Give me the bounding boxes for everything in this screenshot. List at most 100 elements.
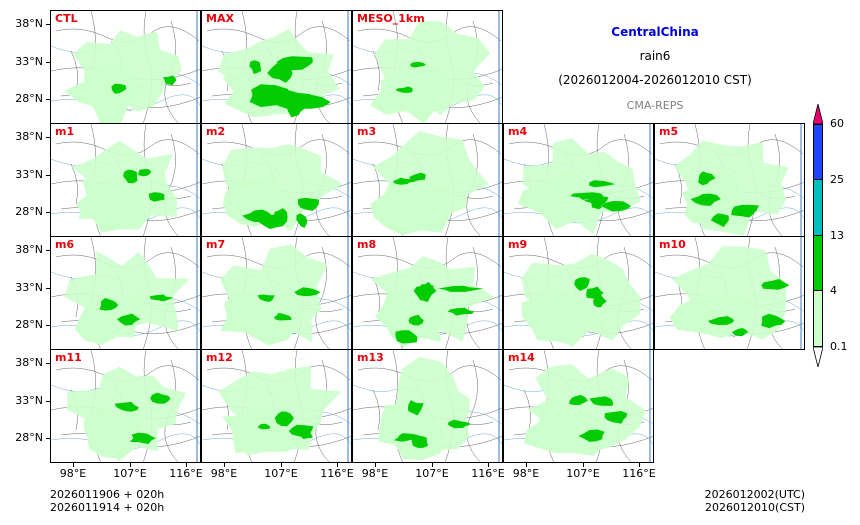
latitude-tick — [46, 24, 50, 25]
panel-label: m2 — [206, 125, 226, 138]
panel-label: m5 — [659, 125, 679, 138]
panel-m3: m3 — [352, 123, 503, 237]
panel-label: m13 — [357, 351, 384, 364]
precipitation-map — [202, 11, 351, 123]
colorbar-segment-0.1-4 — [813, 291, 823, 347]
colorbar-label-4: 4 — [830, 284, 837, 297]
latitude-tick — [46, 288, 50, 289]
panel-m14: m14 — [503, 349, 654, 463]
colorbar-segment-4-13 — [813, 236, 823, 291]
longitude-label: 107°E — [415, 467, 449, 480]
precipitation-map — [655, 237, 804, 349]
panel-label: m14 — [508, 351, 535, 364]
panel-m12: m12 — [201, 349, 352, 463]
latitude-label: 38°N — [15, 17, 43, 30]
init-time-line2: 2026011914 + 020h — [50, 501, 165, 514]
longitude-label: 98°E — [361, 467, 389, 480]
longitude-label: 107°E — [566, 467, 600, 480]
precipitation-map — [51, 237, 200, 349]
panel-m6: m6 — [50, 236, 201, 350]
longitude-tick — [488, 463, 489, 467]
period-title: (2026012004-2026012010 CST) — [558, 73, 752, 87]
colorbar-label-25: 25 — [830, 173, 844, 186]
panel-label: m3 — [357, 125, 377, 138]
panel-meso_1km: MESO_1km — [352, 10, 503, 124]
latitude-label: 28°N — [15, 318, 43, 331]
precipitation-map — [353, 350, 502, 462]
region-title: CentralChina — [611, 25, 699, 39]
panel-label: CTL — [55, 12, 78, 25]
colorbar-label-60: 60 — [830, 117, 844, 130]
latitude-tick — [46, 62, 50, 63]
init-time-line1: 2026011906 + 020h — [50, 488, 165, 501]
longitude-label: 98°E — [210, 467, 238, 480]
precipitation-map — [655, 124, 804, 236]
precipitation-map — [51, 350, 200, 462]
colorbar-label-0.1: 0.1 — [830, 340, 848, 353]
panel-label: m1 — [55, 125, 75, 138]
panel-label: MESO_1km — [357, 12, 425, 25]
precipitation-map — [504, 124, 653, 236]
latitude-tick — [46, 99, 50, 100]
panel-label: m12 — [206, 351, 233, 364]
panel-m11: m11 — [50, 349, 201, 463]
longitude-label: 98°E — [512, 467, 540, 480]
longitude-tick — [224, 463, 225, 467]
longitude-tick — [639, 463, 640, 467]
latitude-tick — [46, 212, 50, 213]
panel-max: MAX — [201, 10, 352, 124]
colorbar-segment-25-60 — [813, 124, 823, 180]
valid-time-utc: 2026012002(UTC) — [704, 488, 805, 501]
latitude-label: 28°N — [15, 92, 43, 105]
precipitation-map — [353, 11, 502, 123]
panel-m1: m1 — [50, 123, 201, 237]
longitude-tick — [73, 463, 74, 467]
panel-m8: m8 — [352, 236, 503, 350]
colorbar-bottom-arrow — [813, 347, 823, 367]
latitude-label: 38°N — [15, 243, 43, 256]
colorbar-top-arrow — [813, 104, 823, 124]
longitude-label: 116°E — [622, 467, 656, 480]
longitude-label: 116°E — [320, 467, 354, 480]
latitude-tick — [46, 363, 50, 364]
longitude-label: 116°E — [471, 467, 505, 480]
panel-m10: m10 — [654, 236, 805, 350]
panel-m2: m2 — [201, 123, 352, 237]
longitude-tick — [281, 463, 282, 467]
precipitation-map — [51, 11, 200, 123]
panel-m9: m9 — [503, 236, 654, 350]
longitude-tick — [526, 463, 527, 467]
panel-m7: m7 — [201, 236, 352, 350]
latitude-label: 38°N — [15, 130, 43, 143]
latitude-tick — [46, 137, 50, 138]
panel-label: m7 — [206, 238, 226, 251]
longitude-tick — [130, 463, 131, 467]
longitude-label: 98°E — [59, 467, 87, 480]
latitude-label: 33°N — [15, 394, 43, 407]
panel-label: MAX — [206, 12, 234, 25]
precipitation-map — [504, 350, 653, 462]
longitude-tick — [583, 463, 584, 467]
precipitation-map — [202, 124, 351, 236]
latitude-tick — [46, 175, 50, 176]
precipitation-map — [202, 237, 351, 349]
panel-label: m10 — [659, 238, 686, 251]
longitude-label: 107°E — [113, 467, 147, 480]
longitude-label: 116°E — [169, 467, 203, 480]
panel-m4: m4 — [503, 123, 654, 237]
panel-label: m11 — [55, 351, 82, 364]
precipitation-map — [353, 124, 502, 236]
panel-label: m8 — [357, 238, 377, 251]
longitude-tick — [186, 463, 187, 467]
colorbar-segment-13-25 — [813, 180, 823, 236]
latitude-label: 33°N — [15, 55, 43, 68]
precipitation-map — [353, 237, 502, 349]
latitude-label: 33°N — [15, 281, 43, 294]
precipitation-map — [51, 124, 200, 236]
latitude-label: 38°N — [15, 356, 43, 369]
panel-m13: m13 — [352, 349, 503, 463]
latitude-tick — [46, 438, 50, 439]
longitude-label: 107°E — [264, 467, 298, 480]
latitude-tick — [46, 325, 50, 326]
precipitation-map — [504, 237, 653, 349]
